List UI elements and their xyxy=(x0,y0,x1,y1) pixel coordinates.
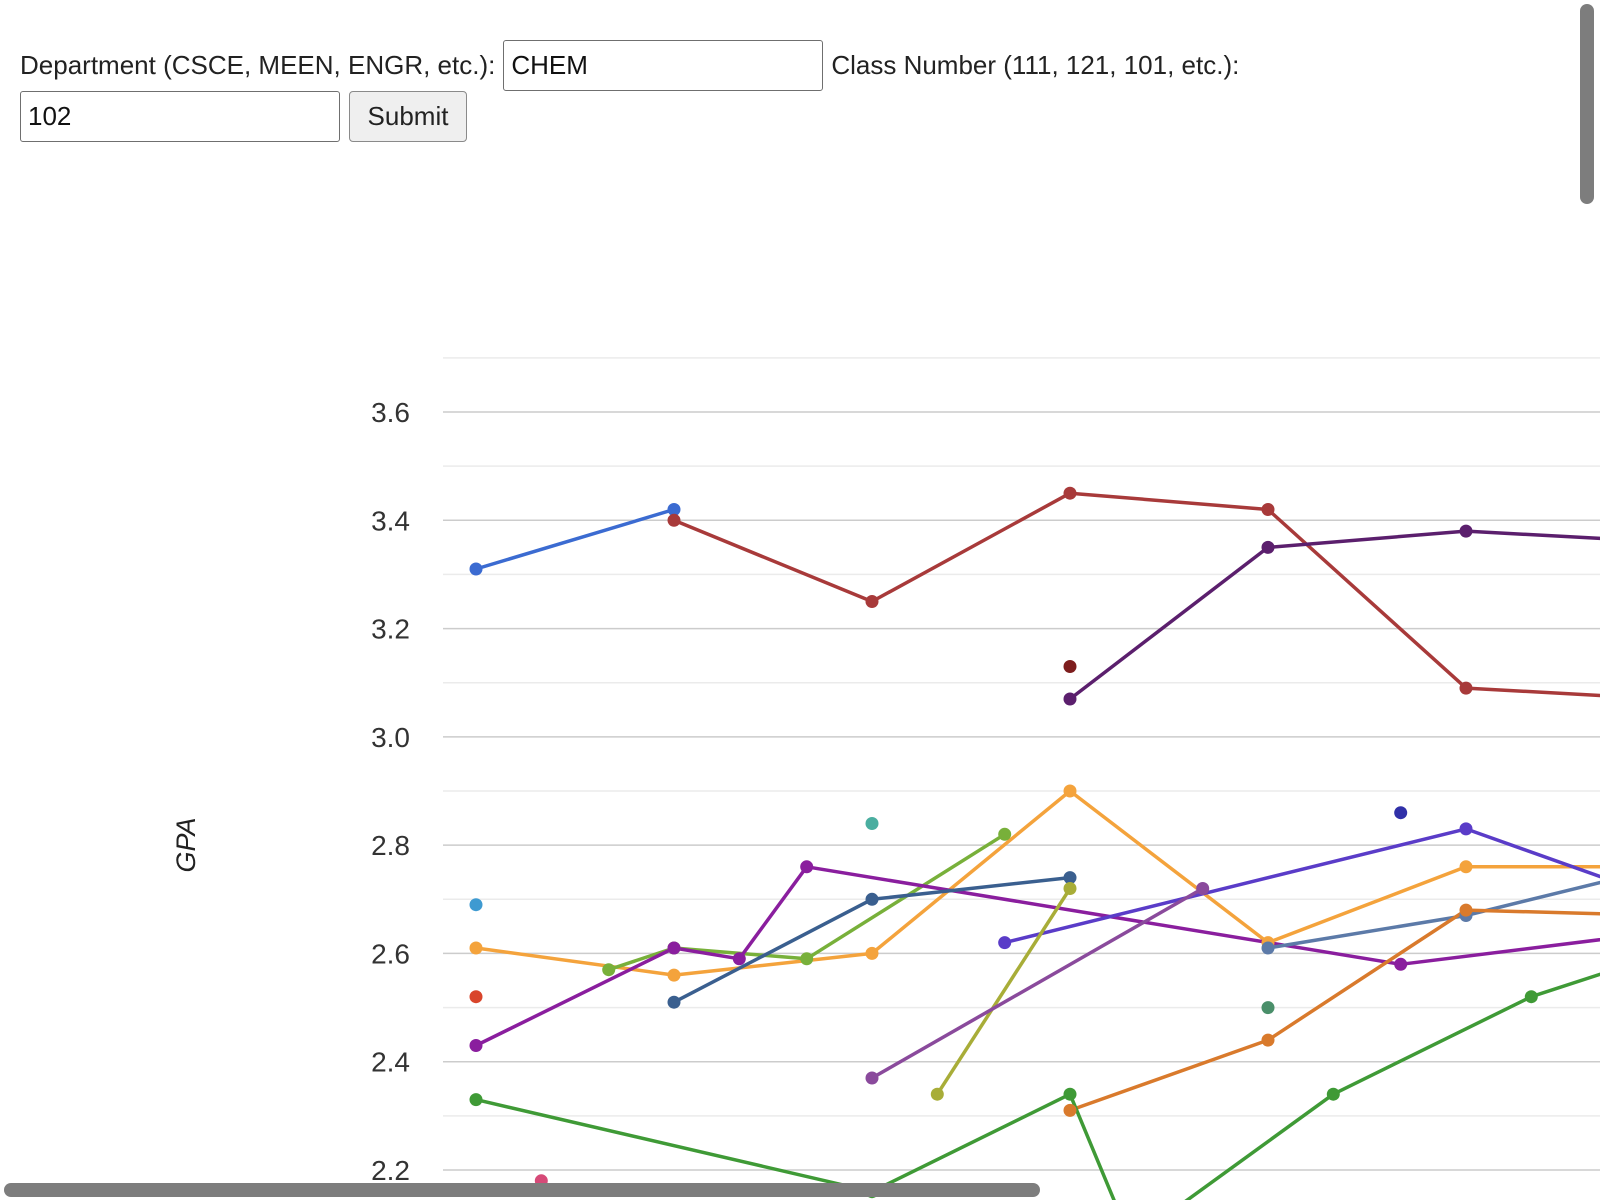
series-blue-point-0[interactable] xyxy=(469,562,483,576)
series-dark-purple-point-1[interactable] xyxy=(1261,540,1275,554)
series-purple-point-3[interactable] xyxy=(800,860,814,874)
y-tick-label: 2.6 xyxy=(371,938,410,969)
y-tick-label: 2.8 xyxy=(371,830,410,861)
series-burnt-orange-point-0[interactable] xyxy=(1063,1103,1077,1117)
series-purple-line xyxy=(475,865,1600,1048)
series-red-point-3[interactable] xyxy=(1261,503,1275,516)
y-tick-label: 3.6 xyxy=(371,397,410,428)
series-purple-point-1[interactable] xyxy=(667,941,681,955)
series-orange-red-point-0[interactable] xyxy=(469,990,483,1004)
series-slate-blue-point-0[interactable] xyxy=(667,995,681,1009)
department-input[interactable] xyxy=(503,40,824,91)
department-label: Department (CSCE, MEEN, ENGR, etc.): xyxy=(20,50,496,80)
series-orange-point-3[interactable] xyxy=(1063,784,1077,798)
y-axis-label: GPA xyxy=(171,817,201,872)
series-burnt-orange-line xyxy=(1069,908,1600,1113)
series-navy-point-0[interactable] xyxy=(1394,806,1408,820)
series-points xyxy=(469,486,1538,1199)
series-violet-point-1[interactable] xyxy=(1459,822,1473,836)
series-lines xyxy=(475,491,1600,1200)
series-dark-red-point-0[interactable] xyxy=(1063,660,1077,673)
series-blue-line xyxy=(475,507,675,571)
series-burnt-orange-point-1[interactable] xyxy=(1261,1033,1275,1047)
series-violet-point-0[interactable] xyxy=(998,936,1012,950)
series-slate-blue-point-2[interactable] xyxy=(1063,871,1077,885)
series-purple-point-4[interactable] xyxy=(1394,957,1408,971)
series-lime-green-point-0[interactable] xyxy=(602,963,616,977)
series-dark-purple-point-2[interactable] xyxy=(1459,524,1473,538)
y-tick-label: 3.4 xyxy=(371,505,410,536)
series-green-right-line xyxy=(1184,972,1600,1200)
series-lime-green-point-2[interactable] xyxy=(800,952,814,966)
series-purple-point-0[interactable] xyxy=(469,1039,483,1052)
series-violet-line xyxy=(1004,827,1600,945)
class-number-label: Class Number (111, 121, 101, etc.): xyxy=(831,50,1240,80)
series-dark-purple-line xyxy=(1068,529,1600,701)
series-red-point-1[interactable] xyxy=(865,595,879,608)
form-row-1: Department (CSCE, MEEN, ENGR, etc.): Cla… xyxy=(20,40,1520,91)
vertical-scrollbar[interactable] xyxy=(1580,4,1594,204)
series-purple-point-2[interactable] xyxy=(732,952,746,966)
submit-button[interactable]: Submit xyxy=(349,91,467,142)
series-red-line xyxy=(673,491,1600,698)
form-row-2: Submit xyxy=(20,91,1520,142)
series-steel-blue-point-0[interactable] xyxy=(1261,941,1275,955)
series-orange-point-0[interactable] xyxy=(469,941,483,955)
series-red-point-0[interactable] xyxy=(667,513,681,527)
y-axis-tick-labels: 3.6 3.4 3.2 3.0 2.8 2.6 2.4 2.2 xyxy=(371,397,410,1186)
series-mauve-point-1[interactable] xyxy=(1196,882,1210,895)
search-form: Department (CSCE, MEEN, ENGR, etc.): Cla… xyxy=(20,40,1520,142)
horizontal-scrollbar[interactable] xyxy=(4,1183,1040,1197)
series-orange-point-1[interactable] xyxy=(667,968,681,982)
series-slate-blue-point-1[interactable] xyxy=(865,892,879,906)
series-lime-green-point-3[interactable] xyxy=(998,827,1012,841)
series-mauve-point-0[interactable] xyxy=(865,1071,879,1085)
series-red-point-2[interactable] xyxy=(1063,486,1077,500)
series-burnt-orange-point-2[interactable] xyxy=(1459,903,1473,917)
series-green-point-0[interactable] xyxy=(469,1093,483,1107)
series-olive-point-1[interactable] xyxy=(1063,882,1077,895)
series-green-right-point-2[interactable] xyxy=(1524,990,1538,1004)
y-tick-label: 2.4 xyxy=(371,1047,410,1078)
series-sea-green-point-0[interactable] xyxy=(1261,1001,1275,1015)
series-orange-point-5[interactable] xyxy=(1459,860,1473,874)
y-tick-label: 3.2 xyxy=(371,614,410,645)
class-number-input[interactable] xyxy=(20,91,340,142)
series-blue-point-1[interactable] xyxy=(667,503,681,516)
series-olive-line xyxy=(935,887,1072,1096)
minor-gridlines xyxy=(443,357,1600,1117)
y-tick-label: 2.2 xyxy=(371,1155,410,1186)
y-tick-label: 3.0 xyxy=(371,722,410,753)
series-green-right-point-1[interactable] xyxy=(1326,1087,1340,1101)
series-light-blue-point-0[interactable] xyxy=(469,898,483,912)
series-orange-line xyxy=(475,789,1600,977)
series-dark-purple-point-0[interactable] xyxy=(1063,692,1077,706)
series-green-point-2[interactable] xyxy=(1063,1087,1077,1101)
series-teal-point-0[interactable] xyxy=(865,817,879,830)
series-mauve-line xyxy=(871,886,1204,1080)
series-red-point-4[interactable] xyxy=(1459,681,1473,695)
series-green-line xyxy=(475,1092,1116,1200)
series-olive-point-0[interactable] xyxy=(930,1087,944,1101)
series-orange-point-2[interactable] xyxy=(865,946,879,960)
